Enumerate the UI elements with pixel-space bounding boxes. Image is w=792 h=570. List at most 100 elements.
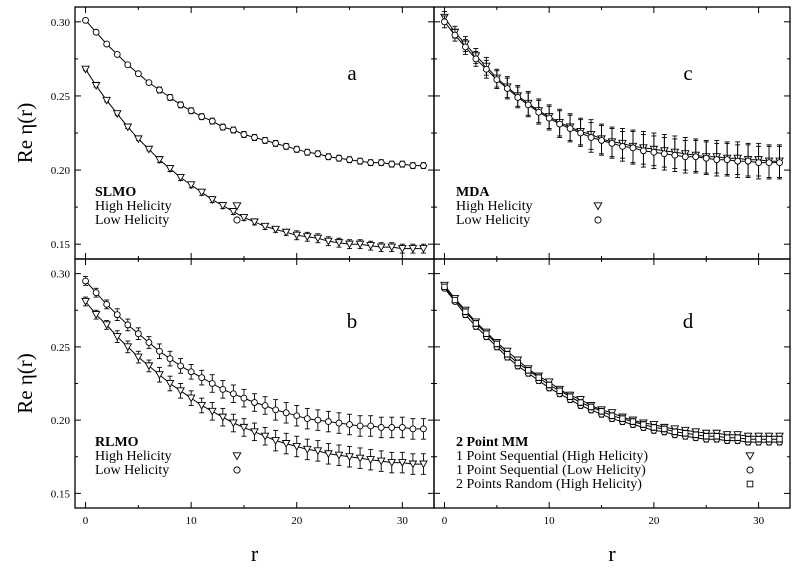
data-point xyxy=(325,419,331,425)
y-tick-label: 0.30 xyxy=(51,269,71,281)
data-point xyxy=(188,108,194,114)
x-tick-label: 0 xyxy=(442,515,448,527)
data-point xyxy=(83,17,89,23)
data-point xyxy=(188,182,195,188)
data-point xyxy=(378,424,384,430)
x-tick-label: 0 xyxy=(83,515,89,527)
data-point xyxy=(599,137,605,143)
data-point xyxy=(410,163,416,169)
data-point xyxy=(188,369,194,375)
y-tick-label: 0.20 xyxy=(51,415,71,427)
data-point xyxy=(504,86,510,92)
x-tick-label: 30 xyxy=(753,515,765,527)
data-point xyxy=(735,158,741,164)
legend-marker xyxy=(234,217,240,223)
legend-entry: Low Helicity xyxy=(95,463,169,478)
data-point xyxy=(146,80,152,86)
data-point xyxy=(157,348,163,354)
data-point xyxy=(230,391,236,397)
data-point xyxy=(83,278,89,284)
data-point xyxy=(114,51,120,57)
data-point xyxy=(515,94,521,100)
y-tick-label: 0.20 xyxy=(51,165,71,177)
data-point xyxy=(315,417,321,423)
data-point xyxy=(494,77,500,83)
data-point xyxy=(777,436,782,441)
x-tick-label: 20 xyxy=(291,515,303,527)
legend-title: 2 Point MM xyxy=(456,435,528,450)
data-point xyxy=(703,155,709,161)
data-point xyxy=(536,109,542,115)
data-point xyxy=(777,160,783,166)
data-point xyxy=(745,158,751,164)
legend-marker xyxy=(234,467,240,473)
data-point xyxy=(230,420,237,426)
data-point xyxy=(420,163,426,169)
data-point xyxy=(515,360,520,365)
data-point xyxy=(442,19,448,25)
legend: MDAHigh HelicityLow Helicity xyxy=(456,185,602,228)
panel-letter: a xyxy=(347,61,357,85)
data-point xyxy=(146,340,152,346)
data-point xyxy=(630,145,636,151)
data-point xyxy=(220,386,226,392)
x-tick-label: 20 xyxy=(648,515,660,527)
data-point xyxy=(336,420,342,426)
legend-marker xyxy=(747,467,753,473)
data-point xyxy=(473,321,478,326)
data-point xyxy=(177,174,184,180)
data-point xyxy=(262,137,268,143)
data-point xyxy=(104,301,110,307)
data-point xyxy=(304,416,310,422)
data-point xyxy=(536,375,541,380)
panel-b: 0.150.200.250.300 10 20 30Re η(r)rbRLMOHigh… xyxy=(13,259,434,566)
series-2 xyxy=(442,16,783,179)
data-point xyxy=(588,134,594,140)
series-2 xyxy=(83,17,427,168)
data-point xyxy=(609,413,614,418)
data-point xyxy=(745,436,750,441)
data-point xyxy=(347,157,353,163)
data-point xyxy=(724,435,729,440)
legend-entry: Low Helicity xyxy=(95,213,169,228)
data-point xyxy=(567,394,572,399)
data-point xyxy=(198,189,205,195)
data-point xyxy=(315,151,321,157)
y-tick-label: 0.25 xyxy=(51,91,71,103)
data-point xyxy=(735,435,740,440)
legend-entry: 1 Point Sequential (Low Helicity) xyxy=(456,463,646,478)
data-point xyxy=(588,404,593,409)
data-point xyxy=(557,121,563,127)
data-point xyxy=(494,341,499,346)
data-point xyxy=(505,352,510,357)
series-2 xyxy=(442,285,783,445)
data-point xyxy=(399,161,405,167)
data-point xyxy=(462,44,468,50)
panel-a: 0.150.200.250.30Re η(r)aSLMOHigh Helicit… xyxy=(13,7,434,259)
legend-entry: 2 Points Random (High Helicity) xyxy=(456,477,642,492)
data-point xyxy=(410,426,416,432)
data-point xyxy=(135,71,141,77)
data-point xyxy=(294,146,300,152)
legend-marker xyxy=(233,453,241,460)
data-point xyxy=(463,309,468,314)
data-point xyxy=(724,157,730,163)
data-point xyxy=(240,214,247,220)
data-point xyxy=(473,56,479,62)
data-point xyxy=(442,284,447,289)
data-point xyxy=(399,424,405,430)
legend-marker xyxy=(594,203,602,210)
data-point xyxy=(389,161,395,167)
legend-marker xyxy=(595,217,601,223)
legend-title: RLMO xyxy=(95,435,139,450)
panel-letter: d xyxy=(683,309,694,333)
data-point xyxy=(167,356,173,362)
data-point xyxy=(135,331,141,337)
data-point xyxy=(283,410,289,416)
data-point xyxy=(599,409,604,414)
data-point xyxy=(230,209,237,215)
data-point xyxy=(252,400,258,406)
data-point xyxy=(693,432,698,437)
data-point xyxy=(273,140,279,146)
